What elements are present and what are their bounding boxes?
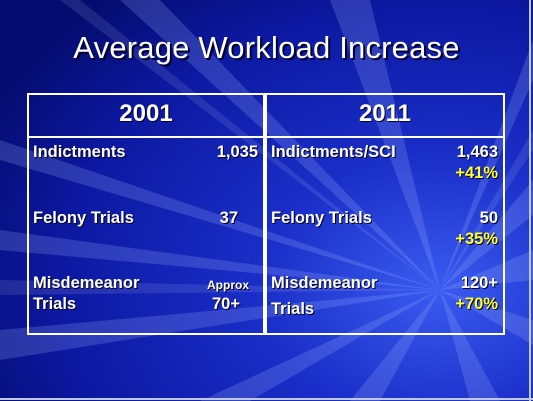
- table-divider-header-right: [265, 136, 505, 138]
- row-change-indictments-2011: +41%: [455, 164, 498, 182]
- row-value-felony-trials-2011: 50: [479, 209, 498, 227]
- table-border-right: [503, 93, 505, 335]
- row-value-misdemeanor-2001: 70+: [212, 295, 240, 313]
- row-label-indictments-2011: Indictments/SCI: [271, 143, 396, 161]
- row-label-felony-trials-2001: Felony Trials: [33, 209, 134, 227]
- column-header-2011: 2011: [358, 100, 412, 127]
- row-value-indictments-2011: 1,463: [456, 143, 498, 161]
- row-label-misdemeanor-2011: Misdemeanor: [271, 274, 378, 292]
- row-label-felony-trials-2011: Felony Trials: [271, 209, 372, 227]
- table-divider-vertical: [263, 93, 267, 335]
- table-border-left: [27, 93, 29, 335]
- slide-title: Average Workload Increase: [73, 30, 460, 65]
- column-header-2001: 2001: [119, 100, 173, 127]
- row-label-trials-2011: Trials: [271, 300, 315, 318]
- row-note-approx-2001: Approx: [207, 278, 249, 292]
- table-divider-header-left: [27, 136, 265, 138]
- row-change-misdemeanor-2011: +70%: [455, 295, 498, 313]
- row-value-felony-trials-2001: 37: [219, 209, 238, 227]
- row-label-trials-2001: Trials: [33, 295, 77, 313]
- row-value-indictments-2001: 1,035: [216, 143, 258, 161]
- row-value-misdemeanor-2011: 120+: [460, 274, 498, 292]
- row-label-indictments-2001: Indictments: [33, 143, 126, 161]
- row-change-felony-trials-2011: +35%: [455, 230, 498, 248]
- row-label-misdemeanor-2001: Misdemeanor: [33, 274, 140, 292]
